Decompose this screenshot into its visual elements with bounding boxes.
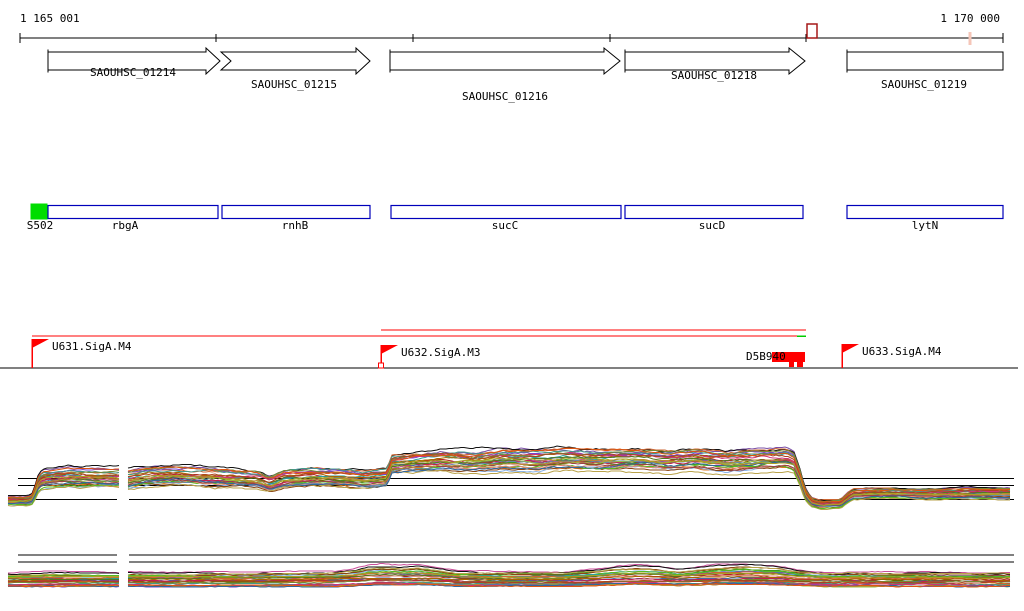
terminator-label: D5B940 xyxy=(746,350,786,363)
ruler-start-coordinate: 1 165 001 xyxy=(20,12,80,25)
feature-label: rnhB xyxy=(281,219,309,232)
coverage-trace-lower xyxy=(8,563,1010,574)
feature-box[interactable] xyxy=(624,204,804,220)
feature-box[interactable] xyxy=(221,204,371,220)
feature-label: sucC xyxy=(491,219,519,232)
gene-arrow[interactable] xyxy=(219,46,371,76)
tss-flag[interactable] xyxy=(32,339,49,348)
coverage-trace-lower xyxy=(7,578,1010,584)
terminator-box[interactable] xyxy=(772,352,805,362)
gene-label: SAOUHSC_01215 xyxy=(250,78,338,91)
coverage-trace-lower xyxy=(8,582,1010,588)
coverage-trace-main xyxy=(7,448,1010,503)
gene-arrow[interactable] xyxy=(47,46,221,76)
feature-label: lytN xyxy=(911,219,939,232)
tss-flag-base-box xyxy=(378,362,384,369)
tss-flag[interactable] xyxy=(381,345,398,354)
tss-flag[interactable] xyxy=(842,344,859,353)
tss-flag-label: U632.SigA.M3 xyxy=(401,346,481,359)
coverage-trace-main xyxy=(8,457,1011,507)
gene-label: SAOUHSC_01218 xyxy=(670,69,758,82)
feature-box-green[interactable] xyxy=(30,203,48,220)
coverage-trace-main xyxy=(8,461,1010,507)
gene-arrow[interactable] xyxy=(624,46,806,76)
terminator-mark xyxy=(789,362,794,367)
tss-flag-label: U631.SigA.M4 xyxy=(52,340,132,353)
gene-label: SAOUHSC_01214 xyxy=(89,66,177,79)
tss-flag-label: U633.SigA.M4 xyxy=(862,345,942,358)
gene-arrow[interactable] xyxy=(389,46,621,76)
feature-box[interactable] xyxy=(846,204,1004,220)
feature-label: S502 xyxy=(26,219,54,232)
terminator-mark xyxy=(797,362,803,367)
coverage-trace-lower xyxy=(8,572,1010,579)
gene-box[interactable] xyxy=(846,51,1004,71)
ruler-end-coordinate: 1 170 000 xyxy=(940,12,1000,25)
gene-label: SAOUHSC_01216 xyxy=(461,90,549,103)
coverage-trace-main xyxy=(7,452,1011,504)
ruler-marker-box[interactable] xyxy=(806,23,818,39)
gene-label: SAOUHSC_01219 xyxy=(880,78,968,91)
feature-label: rbgA xyxy=(111,219,139,232)
feature-box[interactable] xyxy=(390,204,622,220)
feature-label: sucD xyxy=(698,219,726,232)
feature-box[interactable] xyxy=(47,204,219,220)
